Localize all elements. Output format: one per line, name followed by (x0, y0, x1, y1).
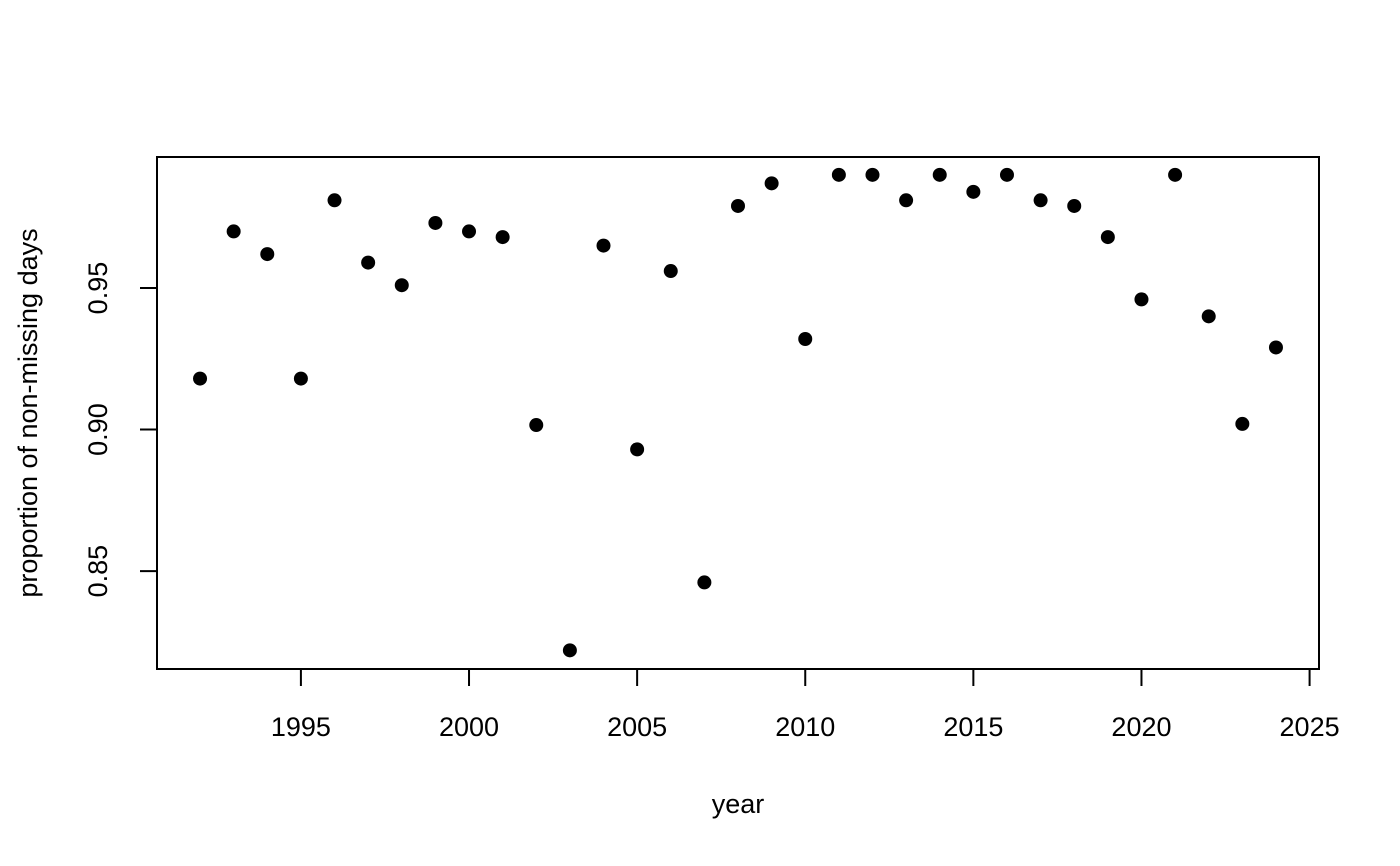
point (462, 224, 477, 239)
point (1168, 167, 1183, 182)
point (764, 176, 779, 191)
y-tick-label: 0.90 (83, 403, 113, 456)
point (529, 418, 544, 433)
x-tick-label: 2020 (1111, 712, 1171, 742)
point (562, 643, 577, 658)
point (596, 238, 611, 253)
y-tick-label: 0.95 (83, 262, 113, 315)
point (630, 442, 645, 457)
point (899, 193, 914, 208)
point (1100, 230, 1115, 245)
x-tick-label: 2000 (439, 712, 499, 742)
point (663, 264, 678, 279)
point (798, 331, 813, 346)
point (226, 224, 241, 239)
plot-box (156, 156, 1320, 670)
y-tick-label: 0.85 (83, 545, 113, 598)
point (1268, 340, 1283, 355)
x-axis-label: year (712, 789, 765, 819)
point (932, 167, 947, 182)
point (1134, 292, 1149, 307)
point (428, 215, 443, 230)
point (327, 193, 342, 208)
point (193, 371, 208, 386)
x-tick-label: 1995 (271, 712, 331, 742)
point (865, 167, 880, 182)
point (361, 255, 376, 270)
point (697, 575, 712, 590)
point (260, 247, 275, 262)
point (831, 167, 846, 182)
point (495, 230, 510, 245)
point (1067, 198, 1082, 213)
point (966, 184, 981, 199)
x-tick-label: 2010 (775, 712, 835, 742)
point (293, 371, 308, 386)
y-axis-label: proportion of non-missing days (13, 228, 43, 597)
x-tick-label: 2025 (1280, 712, 1340, 742)
point (999, 167, 1014, 182)
point (1235, 416, 1250, 431)
point (731, 198, 745, 213)
x-tick-label: 2005 (607, 712, 667, 742)
point (1033, 193, 1048, 208)
x-tick-label: 2015 (943, 712, 1003, 742)
point (1201, 309, 1216, 324)
point (394, 278, 409, 293)
